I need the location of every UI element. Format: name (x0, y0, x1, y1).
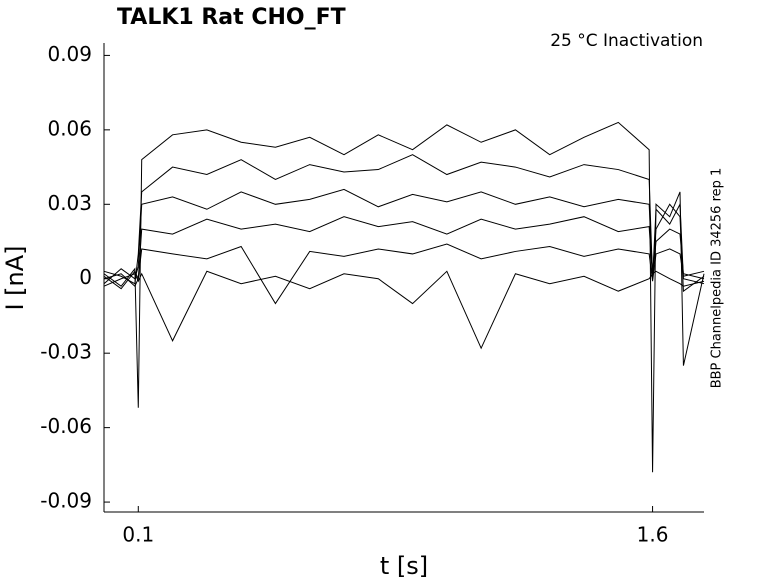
y-tick-label: -0.09 (40, 489, 92, 513)
trace (103, 188, 705, 293)
chart-title: TALK1 Rat CHO_FT (117, 5, 346, 30)
y-axis-label: I [nA] (1, 245, 29, 310)
trace (103, 243, 705, 305)
trace (103, 216, 705, 290)
y-tick-label: -0.03 (40, 340, 92, 364)
y-tick-label: 0 (79, 265, 92, 289)
x-axis-label: t [s] (380, 552, 428, 580)
y-tick-label: 0.06 (47, 116, 92, 140)
side-note: BBP Channelpedia ID 34256 rep 1 (710, 168, 725, 389)
x-tick-label: 0.1 (122, 523, 154, 547)
y-tick-label: 0.09 (47, 42, 92, 66)
trace (103, 270, 705, 350)
y-tick-label: -0.06 (40, 414, 92, 438)
x-tick-label: 1.6 (637, 523, 669, 547)
trace (103, 154, 705, 285)
annotation: 25 °C Inactivation (550, 31, 703, 51)
y-tick-label: 0.03 (47, 191, 92, 215)
